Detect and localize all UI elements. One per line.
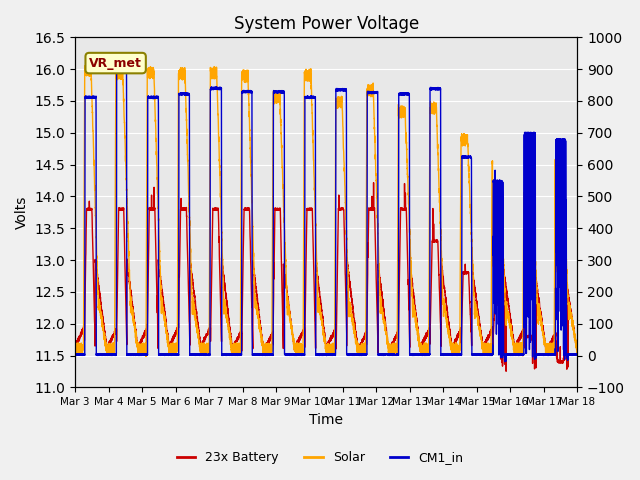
Solar <box>372 161 380 167</box>
Legend: 23x Battery, Solar, CM1_in: 23x Battery, Solar, CM1_in <box>172 446 468 469</box>
23x Battery <box>175 272 183 277</box>
Line: CM1_in: CM1_in <box>75 55 577 361</box>
CM1_in <box>464 155 472 160</box>
23x Battery <box>502 368 510 374</box>
CM1_in <box>501 359 509 364</box>
Line: 23x Battery: 23x Battery <box>75 183 577 371</box>
Solar <box>175 69 183 75</box>
CM1_in <box>502 353 509 359</box>
23x Battery <box>573 350 581 356</box>
23x Battery <box>501 279 509 285</box>
23x Battery <box>464 269 472 275</box>
Solar <box>502 302 509 308</box>
CM1_in <box>488 351 496 357</box>
CM1_in <box>175 91 183 96</box>
Solar <box>573 350 581 356</box>
CM1_in <box>71 351 79 357</box>
23x Battery <box>344 269 352 275</box>
23x Battery <box>370 180 378 186</box>
Solar <box>464 144 472 149</box>
Line: Solar: Solar <box>75 65 577 357</box>
CM1_in <box>345 352 353 358</box>
Solar <box>345 295 353 301</box>
CM1_in <box>120 52 128 58</box>
Solar <box>488 161 496 167</box>
Text: VR_met: VR_met <box>89 57 142 70</box>
Title: System Power Voltage: System Power Voltage <box>234 15 419 33</box>
23x Battery <box>488 325 496 331</box>
Solar <box>83 62 91 68</box>
Y-axis label: Volts: Volts <box>15 196 29 229</box>
X-axis label: Time: Time <box>309 413 343 427</box>
CM1_in <box>573 351 581 357</box>
Solar <box>142 354 150 360</box>
Solar <box>71 341 79 347</box>
23x Battery <box>372 243 380 249</box>
23x Battery <box>71 345 79 351</box>
CM1_in <box>372 89 380 95</box>
